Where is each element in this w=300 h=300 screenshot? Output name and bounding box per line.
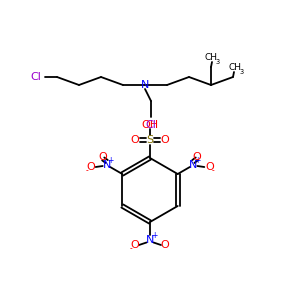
Text: O: O xyxy=(130,135,140,145)
Text: -: - xyxy=(212,167,215,176)
Text: S: S xyxy=(146,135,154,145)
Text: -: - xyxy=(130,244,132,253)
Text: O: O xyxy=(86,162,95,172)
Text: 3: 3 xyxy=(216,59,220,65)
Text: +: + xyxy=(194,156,200,165)
Text: 3: 3 xyxy=(240,69,244,75)
Text: CH: CH xyxy=(205,53,218,62)
Text: N: N xyxy=(103,160,111,170)
Text: Cl: Cl xyxy=(146,120,156,130)
Text: O: O xyxy=(160,240,169,250)
Text: OH: OH xyxy=(141,120,159,130)
Text: O: O xyxy=(160,135,169,145)
Text: CH: CH xyxy=(229,64,242,73)
Text: O: O xyxy=(99,152,108,162)
Text: O: O xyxy=(205,162,214,172)
Text: -: - xyxy=(85,167,88,176)
Text: Cl: Cl xyxy=(30,72,41,82)
Text: N: N xyxy=(141,80,150,90)
Text: O: O xyxy=(192,152,201,162)
Text: N: N xyxy=(146,235,154,245)
Text: +: + xyxy=(151,231,157,240)
Text: N: N xyxy=(189,160,197,170)
Text: +: + xyxy=(107,156,114,165)
Text: O: O xyxy=(130,240,140,250)
